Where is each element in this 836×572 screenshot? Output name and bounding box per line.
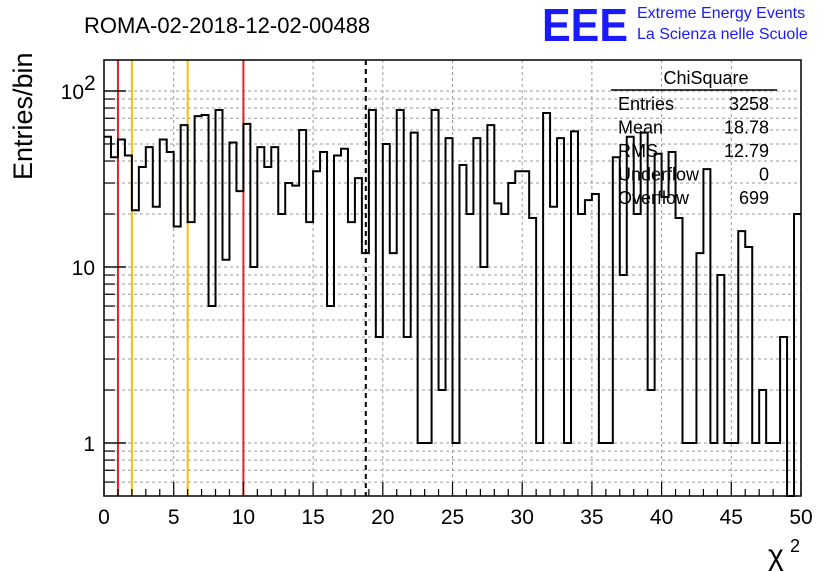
x-tick-label: 40: [650, 506, 673, 529]
x-tick-label: 30: [511, 506, 534, 529]
stats-row-label: Underflow: [618, 165, 700, 185]
x-tick-label: 5: [168, 506, 180, 529]
reference-lines: [116, 60, 367, 496]
y-tick-label: 10: [61, 81, 84, 104]
x-tick-label: 20: [371, 506, 394, 529]
x-tick-label: 50: [789, 506, 812, 529]
x-axis-title: χ 2: [768, 536, 800, 572]
stats-box: ChiSquare Entries 3258 Mean 18.78 RMS 12.79 Un…: [611, 68, 777, 208]
stats-row-value: 699: [739, 188, 769, 208]
y-tick-label: 10: [72, 257, 95, 280]
x-tick-label: 45: [720, 506, 743, 529]
stats-row-label: Overflow: [618, 188, 690, 208]
y-tick-label: 1: [83, 433, 95, 456]
stats-row-label: RMS: [618, 141, 658, 161]
stats-row-value: 12.79: [724, 141, 769, 161]
logo-line-2: La Scienza nelle Scuole: [637, 26, 808, 43]
chart-title: ROMA-02-2018-12-02-00488: [84, 13, 370, 38]
stats-rows: Entries 3258 Mean 18.78 RMS 12.79 Underflow 0 Ov…: [618, 94, 769, 208]
x-tick-label: 25: [441, 506, 464, 529]
x-tick-label: 35: [580, 506, 603, 529]
logo-line-1: Extreme Energy Events: [637, 5, 805, 22]
stats-row-label: Mean: [618, 118, 663, 138]
stats-title: ChiSquare: [663, 68, 748, 88]
x-tick-label: 15: [301, 506, 324, 529]
x-tick-label: 0: [98, 506, 110, 529]
eee-logo-text: EEE: [542, 0, 628, 51]
stats-row-value: 3258: [729, 94, 769, 114]
x-axis-title-superscript: 2: [790, 536, 800, 556]
x-axis-title-symbol: χ: [768, 539, 784, 572]
x-tick-label: 10: [232, 506, 255, 529]
y-axis-title: Entries/bin: [8, 52, 38, 180]
axis-ticks: [103, 90, 802, 496]
histogram-outline: [104, 108, 801, 497]
y-tick-label-exponent: 2: [84, 72, 96, 95]
stats-row-value: 0: [759, 165, 769, 185]
stats-row-label: Entries: [618, 94, 674, 114]
stats-row-value: 18.78: [724, 118, 769, 138]
eee-logo: EEE Extreme Energy Events La Scienza nel…: [542, 0, 808, 51]
